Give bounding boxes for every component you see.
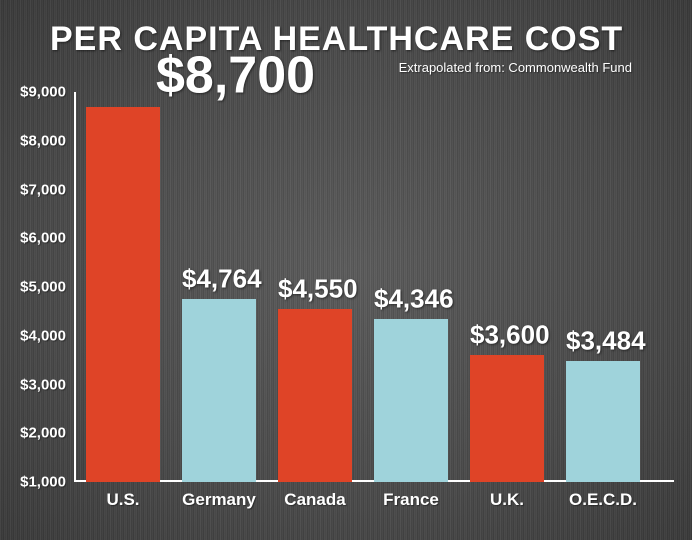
y-axis-tick-label: $7,000 bbox=[20, 181, 66, 198]
y-axis-tick-label: $2,000 bbox=[20, 425, 66, 442]
x-axis-category-label: France bbox=[383, 490, 439, 510]
bar-germany bbox=[182, 299, 256, 482]
bar-value-label: $4,346 bbox=[374, 286, 454, 313]
bar-value-label: $3,484 bbox=[566, 328, 646, 355]
y-axis-tick-label: $3,000 bbox=[20, 376, 66, 393]
x-axis-category-label: Canada bbox=[284, 490, 345, 510]
x-axis-category-label: U.S. bbox=[106, 490, 139, 510]
y-axis-tick-label: $4,000 bbox=[20, 327, 66, 344]
y-axis-tick-label: $6,000 bbox=[20, 230, 66, 247]
bar-value-label: $4,550 bbox=[278, 276, 358, 303]
x-axis-category-label: Germany bbox=[182, 490, 256, 510]
bar-us bbox=[86, 107, 160, 482]
x-axis-category-label: O.E.C.D. bbox=[569, 490, 637, 510]
bar-value-label: $3,600 bbox=[470, 322, 550, 349]
bar-value-label: $8,700 bbox=[156, 48, 315, 103]
bar-chart: $1,000$2,000$3,000$4,000$5,000$6,000$7,0… bbox=[74, 92, 674, 482]
chart-subtitle: Extrapolated from: Commonwealth Fund bbox=[399, 60, 632, 75]
y-axis-tick-label: $5,000 bbox=[20, 279, 66, 296]
y-axis-tick-label: $9,000 bbox=[20, 84, 66, 101]
y-axis-tick-label: $8,000 bbox=[20, 132, 66, 149]
bar-canada bbox=[278, 309, 352, 482]
bar-france bbox=[374, 319, 448, 482]
y-axis-line bbox=[74, 92, 76, 482]
y-axis-tick-label: $1,000 bbox=[20, 474, 66, 491]
bar-uk bbox=[470, 355, 544, 482]
x-axis-category-label: U.K. bbox=[490, 490, 524, 510]
bar-value-label: $4,764 bbox=[182, 265, 262, 292]
bar-oecd bbox=[566, 361, 640, 482]
chart-title: PER CAPITA HEALTHCARE COST bbox=[50, 20, 623, 59]
